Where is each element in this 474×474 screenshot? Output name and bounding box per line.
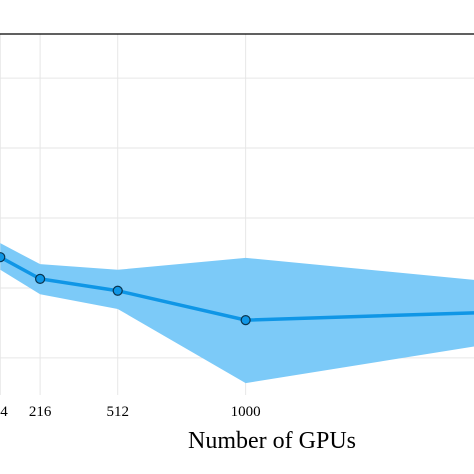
x-tick-label: 216 (29, 404, 52, 420)
x-tick-label: 64 (0, 404, 8, 420)
x-axis-label: Number of GPUs (188, 428, 356, 454)
point (35, 273, 46, 284)
point (240, 315, 251, 326)
plot-area (0, 243, 474, 384)
point (0, 252, 6, 263)
x-tick-label: 512 (106, 404, 129, 420)
confidence-band (0, 243, 474, 384)
x-tick-label: 1000 (231, 404, 261, 420)
point (112, 285, 123, 296)
